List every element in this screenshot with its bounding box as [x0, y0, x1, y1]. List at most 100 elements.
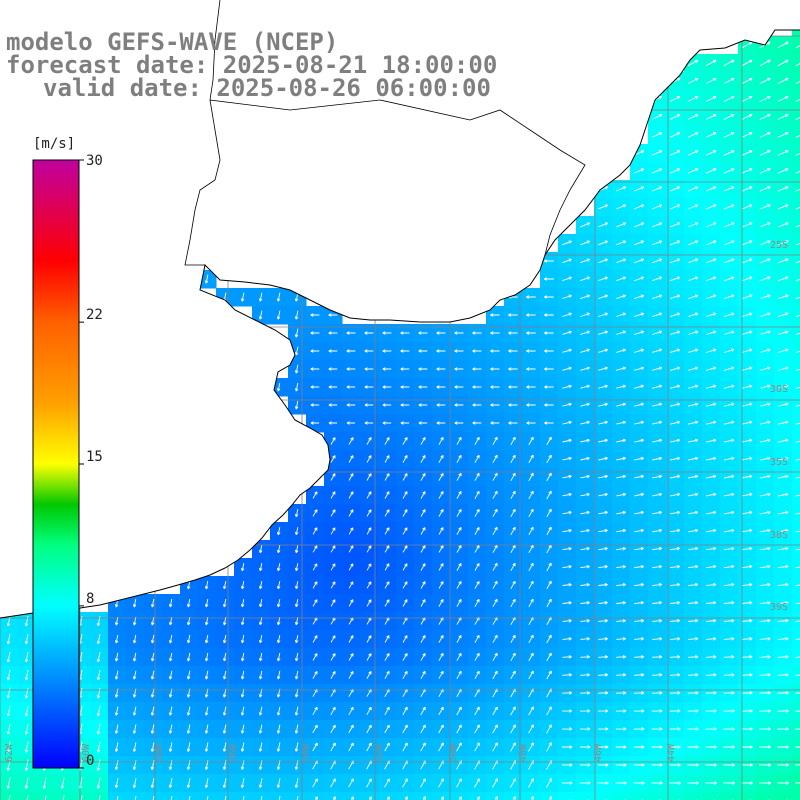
wind-arrow: [562, 564, 572, 569]
wind-arrow: [418, 385, 428, 389]
wind-arrow: [96, 777, 101, 789]
wind-cell: [198, 792, 217, 800]
wind-arrow: [168, 742, 173, 752]
wind-arrow: [580, 222, 591, 228]
longitude-label: 56W: [228, 743, 239, 762]
wind-arrow: [634, 276, 645, 282]
wind-arrow: [240, 706, 245, 716]
wind-arrow: [526, 367, 536, 371]
wind-arrow: [634, 294, 645, 300]
wind-arrow: [472, 421, 482, 425]
wind-arrow: [314, 796, 318, 800]
wind-arrow: [616, 582, 626, 587]
wind-cell: [792, 180, 800, 199]
wind-arrow: [96, 741, 101, 753]
wind-arrow: [795, 476, 800, 479]
wind-arrow: [759, 276, 771, 282]
wind-arrow: [795, 404, 800, 407]
colorbar-tick-label: 15: [86, 449, 103, 465]
wind-arrow: [705, 492, 717, 497]
wind-arrow: [795, 260, 800, 264]
wind-arrow: [741, 727, 753, 731]
wind-arrow: [276, 724, 281, 734]
wind-arrow: [723, 673, 735, 677]
wind-arrow: [294, 346, 299, 356]
wind-arrow: [492, 778, 498, 788]
wind-arrow: [276, 545, 281, 554]
wind-arrow: [240, 563, 245, 572]
wind-arrow: [258, 310, 263, 320]
wind-arrow: [328, 367, 338, 371]
wind-arrow: [42, 777, 47, 789]
wind-arrow: [258, 724, 263, 734]
wind-arrow: [456, 652, 462, 661]
wind-arrow: [258, 778, 263, 788]
wind-arrow: [723, 618, 735, 623]
wind-arrow: [366, 742, 372, 752]
longitude-label: 62W: [4, 743, 15, 762]
wind-arrow: [276, 563, 281, 572]
wind-cell: [792, 486, 800, 505]
wind-arrow: [651, 745, 663, 749]
wind-arrow: [723, 240, 735, 246]
wind-arrow: [741, 456, 753, 461]
wind-arrow: [795, 656, 800, 658]
wind-arrow: [384, 491, 390, 499]
wind-arrow: [723, 528, 735, 533]
wind-arrow: [705, 348, 717, 353]
wind-arrow: [652, 492, 663, 497]
wind-arrow: [454, 385, 464, 389]
wind-arrow: [705, 564, 717, 569]
wind-cell: [792, 540, 800, 559]
wind-arrow: [687, 420, 699, 425]
wind-arrow: [240, 742, 245, 752]
wind-arrow: [96, 759, 101, 771]
wind-arrow: [688, 474, 699, 479]
wind-arrow: [312, 527, 318, 535]
wind-arrow: [492, 508, 498, 517]
wind-arrow: [741, 673, 753, 677]
wind-arrow: [723, 384, 735, 389]
wind-arrow: [634, 312, 645, 317]
wind-arrow: [634, 420, 644, 425]
wind-arrow: [364, 331, 374, 335]
wind-arrow: [186, 742, 191, 752]
wind-arrow: [670, 420, 681, 425]
wind-arrow: [400, 331, 410, 335]
wind-arrow: [114, 652, 119, 662]
wind-arrow: [598, 348, 609, 353]
wind-arrow: [633, 727, 645, 731]
wind-arrow: [651, 258, 663, 264]
wind-arrow: [544, 403, 554, 407]
wind-arrow: [96, 652, 101, 663]
wind-arrow: [580, 384, 590, 389]
wind-arrow: [777, 258, 789, 264]
wind-arrow: [276, 778, 281, 788]
wind-arrow: [652, 600, 663, 605]
wind-arrow: [186, 670, 191, 680]
wind-arrow: [741, 709, 753, 713]
wind-arrow: [258, 563, 263, 572]
wind-arrow: [348, 599, 354, 607]
wind-arrow: [777, 781, 790, 785]
wind-arrow: [62, 795, 65, 800]
wind-arrow: [795, 386, 800, 389]
wind-arrow: [687, 114, 699, 120]
wind-arrow: [528, 562, 534, 572]
wind-arrow: [723, 456, 735, 461]
wind-arrow: [795, 45, 800, 49]
wind-arrow: [276, 635, 281, 644]
wind-arrow: [114, 778, 119, 789]
wind-arrow: [512, 796, 517, 800]
wind-arrow: [705, 781, 717, 785]
wind-arrow: [330, 653, 336, 661]
wind-arrow: [598, 258, 609, 264]
wind-arrow: [528, 472, 534, 482]
wind-cell: [792, 54, 800, 73]
wind-arrow: [6, 777, 11, 789]
wind-arrow: [705, 222, 717, 228]
wind-arrow: [741, 636, 753, 641]
wind-arrow: [332, 796, 336, 800]
wind-arrow: [546, 598, 552, 608]
wind-arrow: [795, 674, 800, 676]
